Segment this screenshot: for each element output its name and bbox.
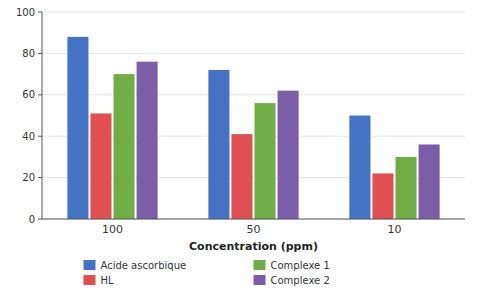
x-tick-label: 100 [102, 223, 123, 236]
grid-line [42, 53, 465, 54]
grid [42, 12, 465, 219]
y-axis-line [42, 12, 43, 219]
x-axis: 100 50 10 [102, 223, 402, 236]
y-tick [38, 136, 42, 137]
bar [90, 113, 111, 219]
chart-container: 0204060801001005010Concentration (ppm)Ac… [0, 0, 479, 293]
bar [114, 74, 135, 219]
y-tick-label: 80 [22, 48, 35, 59]
y-tick-label: 40 [22, 131, 35, 142]
y-tick-label: 100 [16, 7, 35, 18]
y-tick-label: 60 [22, 89, 35, 100]
y-tick [38, 219, 42, 220]
y-tick-label: 0 [29, 214, 35, 225]
bar [419, 144, 440, 219]
y-tick-label: 20 [22, 172, 35, 183]
bar [137, 62, 158, 219]
x-tick-label: 10 [388, 223, 402, 236]
x-tick-label: 50 [247, 223, 261, 236]
legend-label: Complexe 2 [271, 275, 330, 286]
bar [396, 157, 417, 219]
legend-swatch [254, 260, 266, 270]
bar [231, 134, 252, 219]
legend-label: Acide ascorbique [101, 260, 187, 271]
legend-swatch [254, 275, 266, 285]
y-tick [38, 12, 42, 13]
y-tick [38, 177, 42, 178]
grid-line [42, 12, 465, 13]
bars [67, 37, 439, 219]
bar [255, 103, 276, 219]
legend-swatch [84, 275, 96, 285]
bar [349, 116, 370, 220]
bar [208, 70, 229, 219]
y-tick [38, 94, 42, 95]
y-tick [38, 53, 42, 54]
legend-label: HL [101, 275, 115, 286]
y-axis: 0 20 40 60 80 100 [16, 7, 42, 225]
legend: Acide ascorbique HL Complexe 1 Complexe 2 [84, 260, 330, 286]
x-axis-label: Concentration (ppm) [189, 240, 318, 253]
bar [372, 173, 393, 219]
legend-swatch [84, 260, 96, 270]
bar [278, 91, 299, 219]
bar [67, 37, 88, 219]
legend-label: Complexe 1 [271, 260, 330, 271]
chart-svg: 0204060801001005010Concentration (ppm)Ac… [0, 0, 479, 293]
grid-line [42, 94, 465, 95]
grid-line [42, 219, 465, 220]
x-axis-line [42, 219, 465, 220]
